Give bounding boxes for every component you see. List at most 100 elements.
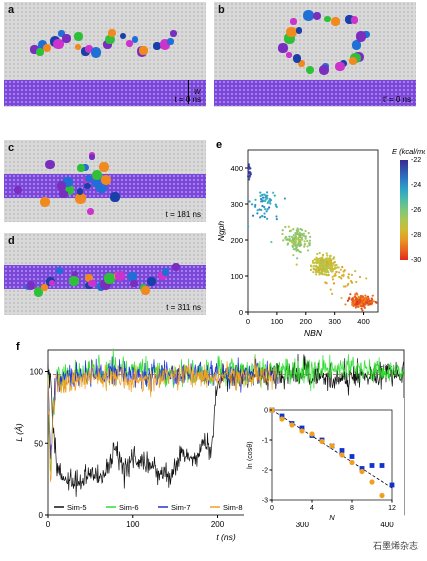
data-point	[367, 303, 370, 307]
amino-acid	[158, 271, 168, 281]
amino-acid	[81, 163, 89, 172]
peptide-cluster	[26, 24, 177, 58]
y-tick-label: 400	[230, 164, 243, 173]
data-point	[263, 215, 266, 219]
amino-acid	[110, 192, 121, 202]
data-point	[339, 268, 343, 271]
data-point	[337, 266, 340, 269]
data-point	[306, 239, 309, 243]
width-arrow	[188, 80, 189, 104]
data-point	[247, 175, 250, 178]
data-point	[261, 204, 264, 208]
legend-label: Sim-7	[171, 503, 191, 512]
inset-point	[299, 428, 305, 434]
data-point	[251, 214, 255, 217]
amino-acid	[171, 262, 180, 271]
data-point	[282, 239, 285, 242]
data-point	[308, 239, 311, 242]
inset-point	[379, 463, 385, 468]
data-point	[318, 266, 321, 269]
amino-acid	[56, 181, 67, 191]
amino-acid	[62, 176, 73, 188]
data-point	[328, 255, 332, 258]
data-point	[294, 245, 297, 248]
colorbar-tick-label: -22	[411, 157, 421, 164]
width-label: w	[194, 86, 201, 96]
x-tick-label: 100	[126, 520, 140, 529]
data-point	[340, 277, 343, 280]
data-point	[247, 163, 250, 166]
data-point	[332, 267, 335, 271]
data-point	[302, 234, 306, 237]
data-point	[311, 259, 314, 263]
data-point	[270, 240, 273, 244]
data-point	[324, 261, 327, 264]
data-point	[263, 193, 266, 196]
data-point	[254, 203, 257, 207]
amino-acid	[84, 44, 93, 53]
data-point	[263, 199, 267, 203]
amino-acid	[96, 182, 107, 194]
amino-acid	[324, 15, 332, 23]
data-point	[272, 191, 275, 194]
data-point	[295, 263, 298, 266]
amino-acid	[126, 40, 134, 48]
x-tick-label: 0	[46, 520, 51, 529]
amino-acid	[166, 37, 174, 45]
snapshot-panel-b: b t' = 0 ns	[214, 2, 416, 107]
amino-acid	[139, 46, 148, 55]
data-point	[261, 196, 265, 199]
data-point	[303, 245, 306, 248]
data-point	[326, 254, 329, 257]
data-point	[315, 273, 318, 276]
data-point	[316, 270, 319, 273]
data-point	[316, 252, 319, 256]
amino-acid	[128, 272, 137, 281]
inset-point	[369, 479, 375, 485]
data-point	[326, 269, 329, 273]
x-tick-label: 200	[211, 520, 225, 529]
inset-point	[339, 448, 345, 453]
data-point	[266, 201, 269, 205]
data-point	[260, 215, 263, 218]
y-tick-label: 100	[30, 368, 44, 377]
data-point	[312, 267, 315, 271]
hbn-stripe	[214, 80, 416, 106]
data-point	[315, 267, 319, 270]
data-point	[284, 225, 287, 229]
amino-acid	[30, 44, 39, 54]
data-point	[296, 257, 299, 260]
data-point	[256, 212, 259, 215]
data-point	[248, 174, 251, 177]
colorbar-tick-label: -30	[411, 257, 421, 264]
data-point	[263, 212, 266, 215]
inset-point	[349, 454, 355, 459]
data-point	[354, 269, 357, 273]
amino-acid	[90, 47, 102, 58]
amino-acid	[37, 40, 48, 50]
data-point	[364, 294, 367, 297]
inset-y-label: ln ⟨cosθ⟩	[246, 441, 254, 469]
hbn-stripe	[4, 80, 206, 106]
series-line	[47, 356, 277, 482]
data-point	[331, 292, 334, 295]
data-point	[268, 199, 271, 202]
amino-acid	[92, 169, 103, 180]
amino-acid	[278, 42, 289, 53]
data-point	[323, 263, 326, 266]
inset-point	[289, 422, 295, 428]
amino-acid	[345, 15, 355, 24]
data-point	[344, 285, 347, 288]
data-point	[354, 299, 357, 302]
data-point	[371, 294, 374, 297]
amino-acid	[100, 174, 112, 186]
data-point	[370, 297, 373, 300]
amino-acid	[41, 284, 48, 292]
legend-label: Sim-5	[67, 503, 87, 512]
y-axis-label: Ngph	[216, 221, 226, 242]
y-tick-label: 100	[230, 272, 243, 281]
x-axis-label: t (ns)	[216, 532, 236, 542]
data-point	[281, 229, 284, 232]
data-point	[331, 275, 334, 278]
